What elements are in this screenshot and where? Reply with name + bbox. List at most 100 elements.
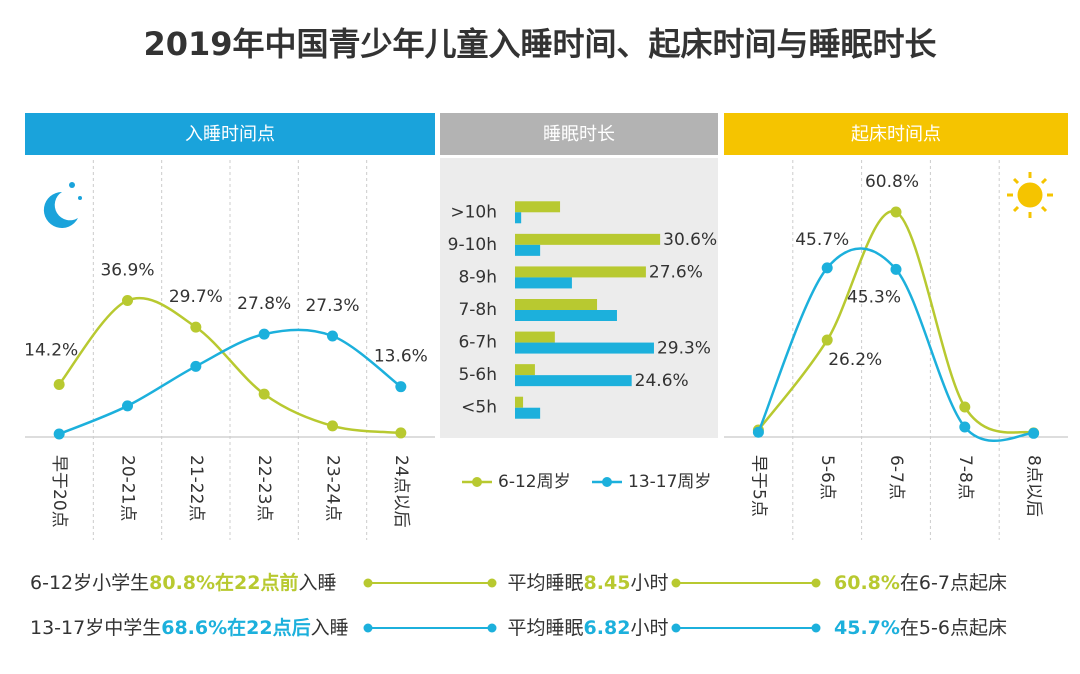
data-point: [258, 328, 270, 340]
summary-part: 45.7%: [834, 617, 900, 639]
summary-part: 在6-7点起床: [900, 572, 1007, 594]
bar: [515, 396, 524, 408]
x-tick-label: 7-8点: [955, 455, 975, 500]
data-label: 13.6%: [374, 347, 428, 367]
x-tick-label: 22-23点: [254, 455, 274, 521]
data-label: 45.3%: [847, 287, 901, 307]
data-label: 45.7%: [795, 230, 849, 250]
summary-text: 6-12岁小学生80.8%在22点前入睡: [30, 571, 337, 594]
data-point: [258, 388, 270, 400]
data-point: [190, 321, 202, 333]
star-icon: [69, 182, 75, 188]
bar: [515, 212, 522, 224]
legend-marker: [602, 477, 612, 487]
data-label: 14.2%: [24, 340, 78, 360]
series-line: [58, 328, 402, 436]
header-bar: [25, 113, 435, 155]
data-label: 26.2%: [828, 350, 882, 370]
summary-part: 8.45: [584, 572, 631, 594]
bar: [515, 277, 572, 289]
data-point: [1028, 427, 1040, 439]
data-point: [821, 262, 833, 274]
bar: [515, 244, 541, 256]
data-point: [959, 421, 971, 433]
data-point: [890, 263, 902, 275]
page-title: 2019年中国青少年儿童入睡时间、起床时间与睡眠时长: [143, 25, 936, 63]
y-tick-label: 9-10h: [448, 235, 497, 255]
summary-part: 平均睡眠: [508, 572, 584, 594]
bar: [515, 201, 561, 213]
data-point: [122, 294, 133, 306]
summary-part: 小时: [630, 572, 668, 594]
series-line: [757, 247, 1034, 442]
data-point: [53, 428, 65, 440]
x-tick-label: 8点以后: [1024, 455, 1044, 517]
data-point: [959, 401, 971, 413]
data-point: [327, 420, 338, 432]
bar: [515, 375, 632, 387]
connector-dot: [811, 578, 821, 588]
header-bar: [724, 113, 1068, 155]
summary-part: 在5-6点起床: [900, 617, 1007, 639]
sun-icon: [1007, 172, 1053, 218]
bar: [515, 233, 661, 245]
summary-part: 6.82: [584, 617, 631, 639]
summary-part: 13-17岁中学生: [30, 617, 161, 639]
bar: [515, 331, 555, 343]
x-tick-label: 5-6点: [817, 455, 837, 500]
data-label: 29.7%: [169, 287, 223, 307]
legend-label: 13-17周岁: [628, 472, 711, 492]
x-tick-label: 6-7点: [886, 455, 906, 500]
data-label: 36.9%: [100, 260, 154, 280]
data-point: [327, 330, 338, 342]
connector-dot: [363, 578, 373, 588]
y-tick-label: 7-8h: [458, 300, 497, 320]
summary-part: 入睡: [298, 572, 336, 594]
y-tick-label: >10h: [450, 202, 497, 222]
summary-part: 6-12岁小学生: [30, 572, 149, 594]
connector-dot: [487, 578, 497, 588]
summary-part: 68.6%在22点后: [161, 616, 310, 639]
connector-dot: [363, 623, 373, 633]
data-point: [190, 360, 202, 372]
star-icon: [78, 196, 82, 200]
data-label: 29.3%: [657, 339, 711, 359]
summary-part: 60.8%: [834, 572, 900, 594]
data-point: [122, 400, 133, 412]
data-label: 60.8%: [865, 172, 919, 192]
data-point: [395, 381, 407, 393]
y-tick-label: <5h: [461, 398, 497, 418]
panel-title: 睡眠时长: [543, 124, 615, 145]
summary-part: 小时: [630, 617, 668, 639]
x-tick-label: 23-24点: [323, 455, 343, 521]
panel-background: [440, 158, 718, 438]
summary-text: 13-17岁中学生68.6%在22点后入睡: [30, 616, 349, 639]
data-label: 27.3%: [305, 296, 359, 316]
moon-icon: [43, 191, 78, 228]
legend-marker: [472, 477, 482, 487]
connector-dot: [487, 623, 497, 633]
data-point: [752, 426, 764, 438]
data-point: [395, 427, 407, 439]
x-tick-label: 24点以后: [391, 455, 411, 528]
data-label: 27.6%: [649, 262, 703, 282]
summary-text: 60.8%在6-7点起床: [834, 572, 1007, 594]
summary-text: 平均睡眠8.45小时: [508, 572, 669, 594]
bar: [515, 266, 646, 278]
connector-dot: [671, 578, 681, 588]
summary-part: 平均睡眠: [508, 617, 584, 639]
data-point: [890, 206, 902, 218]
summary-text: 45.7%在5-6点起床: [834, 617, 1007, 639]
legend-label: 6-12周岁: [498, 472, 571, 492]
bar: [515, 310, 617, 321]
summary-part: 80.8%在22点前: [149, 571, 298, 594]
y-tick-label: 8-9h: [458, 267, 497, 287]
header-bar: [440, 113, 718, 155]
panel-title: 入睡时间点: [185, 124, 275, 145]
x-tick-label: 21-22点: [186, 455, 206, 521]
y-tick-label: 5-6h: [458, 365, 497, 385]
data-label: 27.8%: [237, 294, 291, 314]
summary-part: 入睡: [311, 617, 349, 639]
